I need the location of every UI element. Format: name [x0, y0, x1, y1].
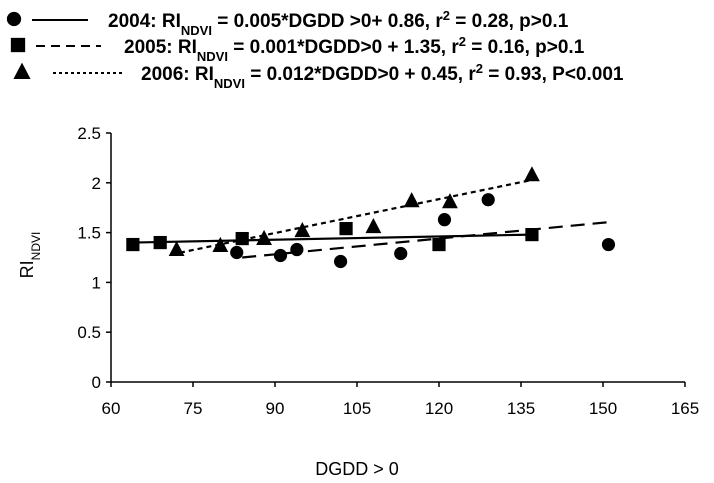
legend-marker-square: [10, 37, 26, 53]
y-tick-label: 1: [92, 273, 101, 292]
y-tick-label: 0.5: [77, 323, 101, 342]
point-circle-2004: [437, 213, 452, 227]
y-tick-label: 2.5: [77, 124, 101, 143]
point-square-2005: [126, 237, 140, 252]
y-tick-label: 2: [92, 174, 101, 193]
legend-marker-circle: [6, 11, 22, 27]
point-triangle-2006: [365, 217, 382, 234]
point-triangle-2006: [294, 221, 311, 238]
x-tick-label: 105: [343, 399, 371, 418]
x-axis-title: DGDD > 0: [315, 459, 399, 479]
point-circle-2004: [481, 193, 495, 207]
point-square-2005: [525, 227, 539, 242]
y-axis-title: RINDVI: [17, 232, 43, 279]
y-axis-title-sub: NDVI: [29, 232, 43, 261]
x-tick-label: 135: [507, 399, 535, 418]
point-circle-2004: [290, 242, 304, 257]
legend-item-2005: 2005: RINDVI = 0.001*DGDD>0 + 1.35, r2 =…: [10, 34, 585, 64]
y-tick-label: 1.5: [77, 224, 101, 243]
point-square-2005: [339, 222, 353, 236]
point-square-2005: [153, 235, 167, 250]
point-circle-2004: [334, 254, 348, 269]
point-triangle-2006: [442, 193, 458, 209]
x-tick-label: 75: [184, 399, 203, 418]
axes: 0 0.5 1 1.5 2 2.5 60 75 90 105 120 135 150 165: [77, 124, 699, 418]
legend-label: 2006: RINDVI = 0.012*DGDD>0 + 0.45, r2 =…: [141, 61, 624, 91]
x-ticks: 60 75 90 105 120 135 150 165: [102, 382, 699, 418]
y-tick-label: 0: [92, 373, 101, 392]
fit-lines: [132, 177, 615, 259]
x-tick-label: 150: [589, 399, 617, 418]
point-triangle-2006: [524, 166, 540, 182]
point-triangle-2006: [403, 192, 420, 208]
point-square-2005: [235, 231, 249, 246]
x-tick-label: 60: [102, 399, 121, 418]
series-2005: [126, 222, 539, 252]
point-triangle-2006: [212, 236, 229, 253]
fit-line-2005: [242, 220, 615, 259]
point-circle-2004: [601, 237, 616, 252]
legend: 2004: RINDVI = 0.005*DGDD >0+ 0.86, r2 =…: [6, 8, 624, 91]
series-2006: [168, 166, 540, 257]
legend-item-2004: 2004: RINDVI = 0.005*DGDD >0+ 0.86, r2 =…: [6, 8, 569, 38]
y-axis-title-main: RI: [17, 260, 37, 278]
data-points: [126, 166, 616, 269]
point-square-2005: [432, 237, 446, 252]
legend-label: 2005: RINDVI = 0.001*DGDD>0 + 1.35, r2 =…: [124, 34, 585, 64]
point-triangle-2006: [256, 229, 272, 246]
legend-item-2006: 2006: RINDVI = 0.012*DGDD>0 + 0.45, r2 =…: [13, 61, 624, 91]
x-tick-label: 120: [425, 399, 453, 418]
series-2004: [230, 193, 616, 269]
legend-marker-triangle: [13, 62, 31, 80]
x-tick-label: 165: [671, 399, 699, 418]
point-circle-2004: [230, 245, 244, 260]
point-circle-2004: [273, 248, 288, 263]
point-triangle-2006: [168, 240, 185, 257]
point-circle-2004: [394, 246, 408, 261]
legend-label: 2004: RINDVI = 0.005*DGDD >0+ 0.86, r2 =…: [108, 8, 569, 38]
x-tick-label: 90: [266, 399, 285, 418]
y-ticks: 0 0.5 1 1.5 2 2.5: [77, 124, 111, 392]
fit-line-2006: [170, 177, 538, 256]
